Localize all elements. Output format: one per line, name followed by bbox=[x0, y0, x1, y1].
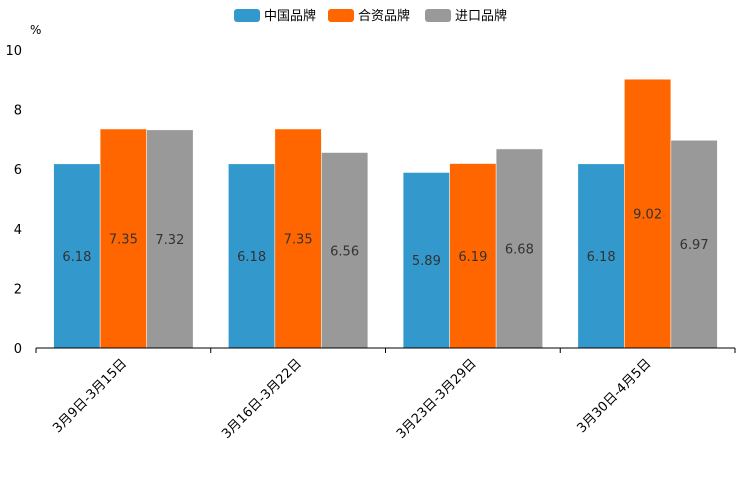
x-axis: 3月9日-3月15日 3月16日-3月22日 3月23日-3月29日 3月30日-4月… bbox=[35, 348, 736, 442]
bar[interactable] bbox=[449, 163, 497, 349]
x-category-label: 3月9日-3月15日 bbox=[50, 356, 130, 436]
y-tick-label: 6 bbox=[14, 163, 22, 178]
bar-value-label: 6.18 bbox=[587, 250, 616, 265]
bar-value-label: 6.97 bbox=[680, 238, 709, 253]
legend-swatch[interactable] bbox=[328, 9, 354, 22]
bar-value-label: 6.18 bbox=[62, 250, 91, 265]
bar-value-label: 7.32 bbox=[155, 233, 184, 248]
y-tick-label: 8 bbox=[14, 104, 22, 119]
bar-value-label: 6.68 bbox=[505, 242, 534, 257]
bar-value-label: 9.02 bbox=[633, 208, 662, 223]
y-axis: 0 2 4 6 8 10 bbox=[5, 44, 22, 357]
bar[interactable] bbox=[99, 128, 147, 349]
y-tick-label: 10 bbox=[5, 44, 22, 59]
bar[interactable] bbox=[577, 163, 625, 349]
bar[interactable] bbox=[146, 129, 194, 349]
legend: 中国品牌 合资品牌 进口品牌 bbox=[234, 8, 507, 24]
bar[interactable] bbox=[670, 140, 718, 349]
legend-label[interactable]: 中国品牌 bbox=[264, 8, 316, 24]
y-tick-label: 4 bbox=[14, 223, 22, 238]
legend-label[interactable]: 进口品牌 bbox=[455, 8, 507, 24]
x-category-label: 3月16日-3月22日 bbox=[219, 356, 305, 442]
bar-value-label: 6.19 bbox=[458, 250, 487, 265]
bar-value-label: 7.35 bbox=[284, 232, 313, 247]
bar[interactable] bbox=[321, 152, 369, 349]
bar-value-label: 7.35 bbox=[109, 232, 138, 247]
bar[interactable] bbox=[228, 163, 276, 349]
legend-swatch[interactable] bbox=[425, 9, 451, 22]
bar[interactable] bbox=[53, 163, 101, 349]
bar[interactable] bbox=[274, 128, 322, 349]
bar[interactable] bbox=[402, 172, 450, 349]
x-category-label: 3月30日-4月5日 bbox=[575, 356, 655, 436]
x-category-label: 3月23日-3月29日 bbox=[394, 356, 480, 442]
y-tick-label: 2 bbox=[14, 282, 22, 297]
bar-value-label: 6.56 bbox=[330, 244, 359, 259]
bar-value-label: 5.89 bbox=[412, 254, 441, 269]
y-axis-unit-label: % bbox=[30, 23, 41, 37]
bars: 6.18 7.35 7.32 6.18 7.35 6.56 5.89 6.19 6.68 6.18… bbox=[53, 78, 718, 349]
legend-swatch[interactable] bbox=[234, 9, 260, 22]
bar-value-label: 6.18 bbox=[237, 250, 266, 265]
legend-label[interactable]: 合资品牌 bbox=[358, 8, 410, 24]
y-tick-label: 0 bbox=[14, 342, 22, 357]
